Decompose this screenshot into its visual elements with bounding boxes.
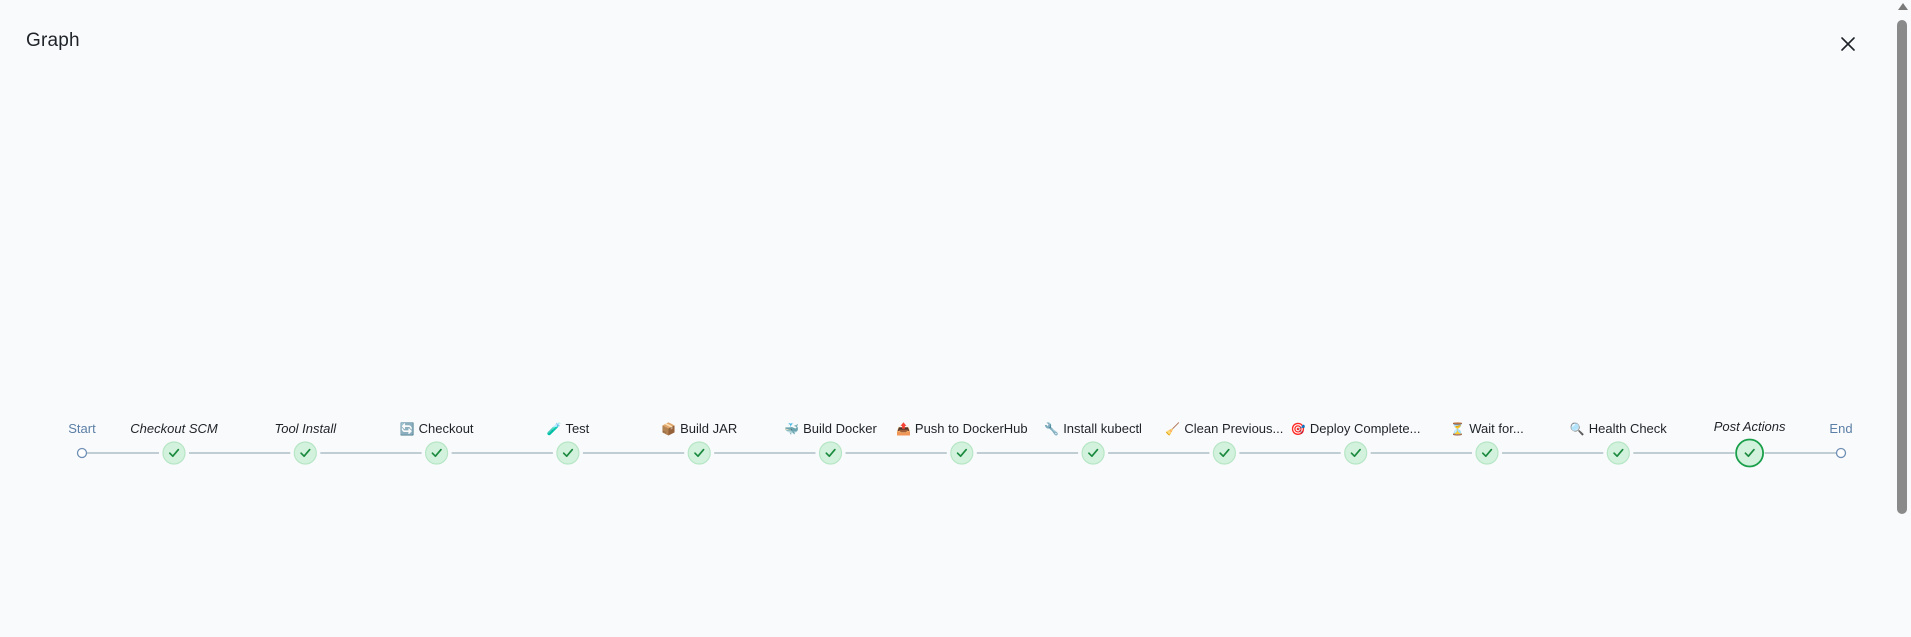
refresh-icon: 🔄 bbox=[399, 421, 415, 436]
stage-label[interactable]: Post Actions bbox=[1714, 419, 1786, 434]
success-check-icon bbox=[825, 448, 836, 458]
stage-label[interactable]: 🐳 Build Docker bbox=[784, 421, 877, 436]
success-check-icon bbox=[956, 448, 968, 458]
status-circle bbox=[556, 441, 580, 465]
success-check-icon bbox=[300, 448, 311, 458]
stage-node-build-docker[interactable] bbox=[818, 441, 843, 465]
success-check-icon bbox=[1088, 448, 1099, 458]
stage-label-text: Test bbox=[565, 421, 590, 436]
stage-label[interactable]: 🔍 Health Check bbox=[1570, 421, 1667, 436]
vertical-scrollbar[interactable] bbox=[1893, 0, 1911, 637]
stage-label-text: Build Docker bbox=[803, 421, 877, 436]
start-label[interactable]: Start bbox=[68, 421, 95, 436]
stage-node-checkout-scm[interactable] bbox=[162, 441, 186, 465]
target-icon: 🎯 bbox=[1290, 421, 1306, 436]
stage-label[interactable]: 🧪 Test bbox=[546, 421, 589, 436]
stage-node-wait-for[interactable] bbox=[1475, 441, 1499, 465]
status-circle bbox=[1212, 441, 1237, 465]
end-node bbox=[1835, 447, 1847, 459]
status-circle bbox=[1344, 441, 1368, 465]
stage-node-clean-previous[interactable] bbox=[1212, 441, 1237, 465]
status-circle bbox=[950, 441, 974, 465]
stage-node-tool-install[interactable] bbox=[293, 441, 317, 465]
status-circle bbox=[1606, 441, 1630, 465]
success-check-icon bbox=[431, 448, 442, 458]
success-check-icon bbox=[1219, 448, 1230, 458]
stage-node-push-to-dockerhub[interactable] bbox=[950, 441, 974, 465]
test-tube-icon: 🧪 bbox=[546, 421, 562, 436]
stage-label-text: End bbox=[1829, 421, 1853, 436]
stage-label-text: Start bbox=[68, 421, 96, 436]
stage-label-text: Checkout SCM bbox=[130, 421, 218, 436]
success-check-icon bbox=[1744, 448, 1755, 458]
stage-label-text: Wait for... bbox=[1469, 421, 1524, 436]
close-icon bbox=[1841, 37, 1855, 51]
success-check-icon bbox=[562, 448, 574, 458]
stage-label-text: Install kubectl bbox=[1063, 421, 1142, 436]
success-check-icon bbox=[1613, 448, 1624, 458]
stage-node-build-jar[interactable] bbox=[687, 441, 711, 465]
stage-label[interactable]: 📦 Build JAR bbox=[661, 421, 737, 436]
stage-label-text: Health Check bbox=[1588, 421, 1667, 436]
stage-label[interactable]: 📤 Push to DockerHub bbox=[896, 421, 1028, 436]
stage-node-checkout[interactable] bbox=[425, 441, 449, 465]
outbox-icon: 📤 bbox=[895, 421, 911, 436]
status-circle bbox=[687, 441, 711, 465]
success-check-icon bbox=[694, 448, 705, 458]
stage-node-test[interactable] bbox=[556, 441, 580, 465]
success-check-icon bbox=[1481, 448, 1493, 458]
stage-node-deploy-complete[interactable] bbox=[1344, 441, 1368, 465]
stage-label[interactable]: 🎯 Deploy Complete... bbox=[1291, 421, 1421, 436]
stage-label-text: Deploy Complete... bbox=[1309, 421, 1421, 436]
dialog-title: Graph bbox=[26, 30, 80, 51]
status-circle bbox=[818, 441, 843, 465]
success-check-icon bbox=[168, 448, 180, 458]
scroll-thumb[interactable] bbox=[1897, 20, 1907, 514]
stage-label[interactable]: Tool Install bbox=[274, 421, 336, 436]
status-circle bbox=[425, 441, 449, 465]
scroll-up-arrow-icon[interactable] bbox=[1898, 3, 1908, 10]
docker-whale-icon: 🐳 bbox=[784, 421, 800, 436]
package-icon: 📦 bbox=[661, 421, 677, 436]
stage-label[interactable]: Checkout SCM bbox=[130, 421, 217, 436]
end-label[interactable]: End bbox=[1829, 421, 1852, 436]
status-circle bbox=[1081, 441, 1105, 465]
stage-node-post-actions[interactable] bbox=[1735, 438, 1764, 468]
magnifier-icon: 🔍 bbox=[1569, 421, 1585, 436]
selected-ring bbox=[1735, 438, 1764, 468]
broom-icon: 🧹 bbox=[1165, 421, 1181, 436]
status-circle bbox=[162, 441, 186, 465]
stage-label[interactable]: 🔄 Checkout bbox=[400, 421, 474, 436]
stage-label[interactable]: 🔧 Install kubectl bbox=[1044, 421, 1142, 436]
status-circle bbox=[1475, 441, 1499, 465]
stage-label-text: Post Actions bbox=[1713, 419, 1786, 434]
wrench-icon: 🔧 bbox=[1044, 421, 1060, 436]
status-circle bbox=[293, 441, 317, 465]
close-button[interactable] bbox=[1834, 30, 1862, 58]
stage-label-text: Checkout bbox=[418, 421, 474, 436]
stage-label-text: Push to DockerHub bbox=[914, 421, 1028, 436]
hourglass-icon: ⏳ bbox=[1450, 421, 1466, 436]
stage-label-text: Build JAR bbox=[680, 421, 738, 436]
stage-label[interactable]: 🧹 Clean Previous... bbox=[1165, 421, 1283, 436]
start-node bbox=[76, 447, 88, 459]
stage-node-install-kubectl[interactable] bbox=[1081, 441, 1105, 465]
stage-label-text: Clean Previous... bbox=[1184, 421, 1284, 436]
stage-label-text: Tool Install bbox=[274, 421, 337, 436]
stage-label[interactable]: ⏳ Wait for... bbox=[1450, 421, 1523, 436]
stage-node-health-check[interactable] bbox=[1606, 441, 1630, 465]
success-check-icon bbox=[1350, 448, 1361, 458]
